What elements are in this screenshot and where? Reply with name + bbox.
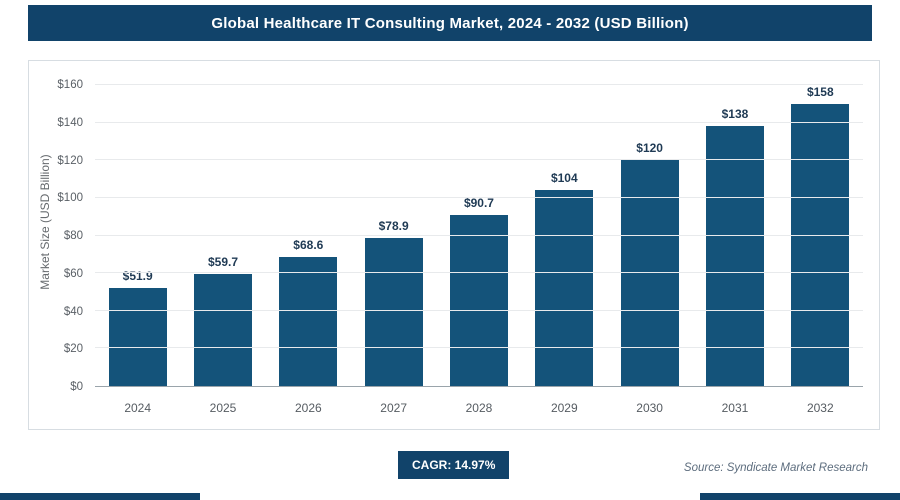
gridline <box>95 84 863 85</box>
y-tick-label: $120 <box>57 154 83 167</box>
gridline <box>95 272 863 274</box>
bar-slot: $90.7 <box>436 85 521 386</box>
bar-slot: $78.9 <box>351 85 436 386</box>
gridline <box>95 196 863 198</box>
x-tick-label: 2030 <box>636 401 663 415</box>
bar-2028 <box>449 215 508 386</box>
bar-2030 <box>620 160 679 386</box>
gridline <box>95 347 863 349</box>
bar-value-label: $59.7 <box>207 254 238 269</box>
bar-2031 <box>705 126 764 386</box>
bar-2029 <box>535 190 594 386</box>
y-tick-label: $140 <box>57 116 83 129</box>
bar-slot: $51.9 <box>95 85 180 386</box>
cagr-badge: CAGR: 14.97% <box>398 451 510 479</box>
x-tick-label: 2025 <box>209 401 237 415</box>
y-tick-label: $60 <box>63 267 83 280</box>
chart-title-banner: Global Healthcare IT Consulting Market, … <box>28 5 872 41</box>
x-tick-label: 2031 <box>721 401 749 415</box>
y-tick-label: $100 <box>57 192 83 205</box>
bar-value-label: $90.7 <box>463 196 494 211</box>
footer-accent-bar-right <box>700 493 900 500</box>
x-tick-label: 2028 <box>465 401 493 415</box>
bar-2025 <box>193 273 252 386</box>
x-tick-label: 2032 <box>806 401 834 415</box>
x-tick-label: 2024 <box>124 401 152 415</box>
bar-value-label: $104 <box>550 171 578 186</box>
x-tick-label: 2027 <box>380 401 407 415</box>
bar-2026 <box>279 256 338 386</box>
bar-slot: $59.7 <box>180 85 265 386</box>
x-tick-label: 2026 <box>294 401 322 415</box>
bar-slot: $104 <box>522 85 607 386</box>
plot-area: $51.9 $59.7 $68.6 $78.9 $90.7 $104 $120 $138 $15… <box>95 84 863 387</box>
x-tick-label: 2029 <box>550 401 578 415</box>
gridline <box>95 309 863 311</box>
bar-value-label: $138 <box>721 107 749 122</box>
gridline <box>95 159 863 161</box>
source-attribution: Source: Syndicate Market Research <box>683 462 868 474</box>
chart-area: Market Size (USD Billion) $0 $20 $40 $60 $80… <box>28 60 880 430</box>
x-axis-labels: 2024 2025 2026 2027 2028 2029 2030 2031 2032 <box>95 397 863 419</box>
footer-accent-bar-left <box>0 493 200 500</box>
bar-series: $51.9 $59.7 $68.6 $78.9 $90.7 $104 $120 $138 $15… <box>95 85 863 386</box>
gridline <box>95 234 863 236</box>
gridline <box>95 121 863 123</box>
bar-slot: $138 <box>692 85 777 386</box>
bar-slot: $68.6 <box>266 85 351 386</box>
y-tick-label: $20 <box>63 343 83 356</box>
chart-title: Global Healthcare IT Consulting Market, … <box>211 14 689 32</box>
bar-2024 <box>108 288 167 386</box>
cagr-label: CAGR: 14.97% <box>412 458 496 472</box>
bar-2027 <box>364 237 423 386</box>
y-tick-label: $0 <box>70 381 83 393</box>
bar-value-label: $68.6 <box>293 237 324 252</box>
y-tick-label: $40 <box>63 305 83 318</box>
bar-value-label: $158 <box>806 85 834 99</box>
y-tick-label: $160 <box>57 79 83 91</box>
bar-value-label: $120 <box>636 141 663 156</box>
bar-value-label: $78.9 <box>378 218 409 233</box>
bar-slot: $158 <box>778 85 863 386</box>
y-tick-label: $80 <box>63 230 83 242</box>
bar-2032 <box>791 104 850 386</box>
bar-slot: $120 <box>607 85 692 386</box>
y-axis-ticks: $0 $20 $40 $60 $80 $100 $120 $140 $160 <box>43 79 91 393</box>
